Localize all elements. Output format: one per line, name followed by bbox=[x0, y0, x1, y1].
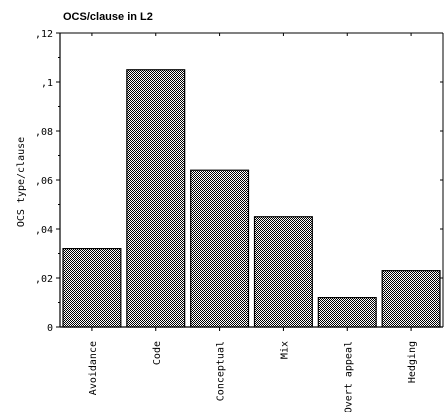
bar-hedging bbox=[381, 270, 441, 328]
x-tick-label: Code bbox=[152, 341, 163, 365]
chart-title: OCS/clause in L2 bbox=[63, 11, 153, 23]
x-tick-label: Avoidance bbox=[88, 341, 99, 395]
x-tick-label: Mix bbox=[279, 341, 290, 359]
bar-conceptual bbox=[190, 169, 250, 328]
y-tick-label: ,1 bbox=[41, 78, 53, 89]
x-tick-label: Conceptual bbox=[216, 341, 227, 401]
plot-area: 0 ,02 ,04 ,06 ,08 ,1 ,12 Avoidance Code Conceptua… bbox=[35, 29, 444, 412]
y-tick-label: 0 bbox=[47, 323, 53, 334]
y-tick-label: ,02 bbox=[35, 274, 53, 285]
x-tick-label: Overt appeal bbox=[343, 341, 354, 412]
bar-code bbox=[126, 69, 186, 328]
y-tick-label: ,12 bbox=[35, 29, 53, 40]
y-tick-label: ,04 bbox=[35, 225, 53, 236]
bar-avoidance bbox=[62, 248, 122, 328]
bar-mix bbox=[253, 216, 313, 328]
y-axis-label: OCS type/clause bbox=[16, 137, 27, 227]
y-tick-label: ,06 bbox=[35, 176, 53, 187]
y-tick-label: ,08 bbox=[35, 127, 53, 138]
x-tick-label: Hedging bbox=[407, 341, 418, 383]
bar-overt-appeal bbox=[317, 297, 377, 328]
